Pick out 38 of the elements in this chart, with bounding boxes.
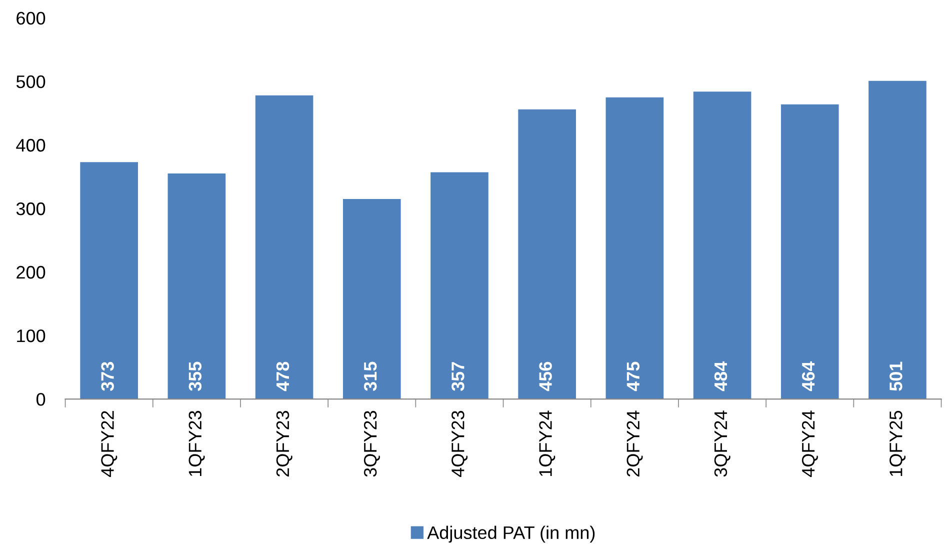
bar: [780, 104, 839, 400]
data-label: 315: [364, 362, 377, 391]
y-tick-label: 100: [17, 329, 46, 342]
x-tick-label: 4QFY23: [452, 410, 468, 477]
y-tick-label: 200: [16, 266, 46, 279]
data-label: 484: [714, 361, 728, 392]
bar: [342, 198, 401, 400]
bar: [430, 172, 488, 400]
x-tick-label: 1QFY24: [539, 410, 556, 476]
x-tick-label: 4QFY22: [101, 411, 118, 477]
bar: [255, 95, 314, 400]
bar: [693, 92, 752, 400]
y-tick-label: 500: [16, 75, 46, 88]
data-label: 464: [802, 361, 815, 392]
data-label: 501: [890, 362, 902, 391]
y-tick-label: 300: [16, 202, 46, 216]
y-tick-label: 0: [36, 392, 46, 406]
x-tick-label: 3QFY23: [364, 410, 380, 477]
bar: [168, 174, 226, 400]
y-tick-label: 400: [16, 138, 46, 152]
data-label: 478: [276, 362, 290, 392]
x-tick-label: 3QFY24: [714, 410, 730, 477]
x-tick-label: 1QFY23: [188, 410, 205, 476]
y-tick-label: 600: [16, 12, 46, 25]
legend-label: Adjusted PAT (in mn): [427, 526, 595, 543]
bar: [518, 109, 576, 400]
data-label: 373: [101, 362, 114, 391]
bar: [606, 97, 664, 400]
x-tick-label: 2QFY24: [626, 410, 643, 476]
data-label: 355: [188, 362, 202, 391]
x-tick-label: 4QFY24: [802, 410, 818, 477]
data-label: 475: [626, 362, 640, 392]
x-tick-label: 1QFY25: [890, 410, 906, 476]
x-tick-label: 2QFY23: [276, 410, 292, 476]
data-label: 357: [452, 362, 464, 391]
bar: [80, 162, 138, 400]
data-label: 456: [539, 362, 552, 392]
bar: [868, 80, 926, 400]
